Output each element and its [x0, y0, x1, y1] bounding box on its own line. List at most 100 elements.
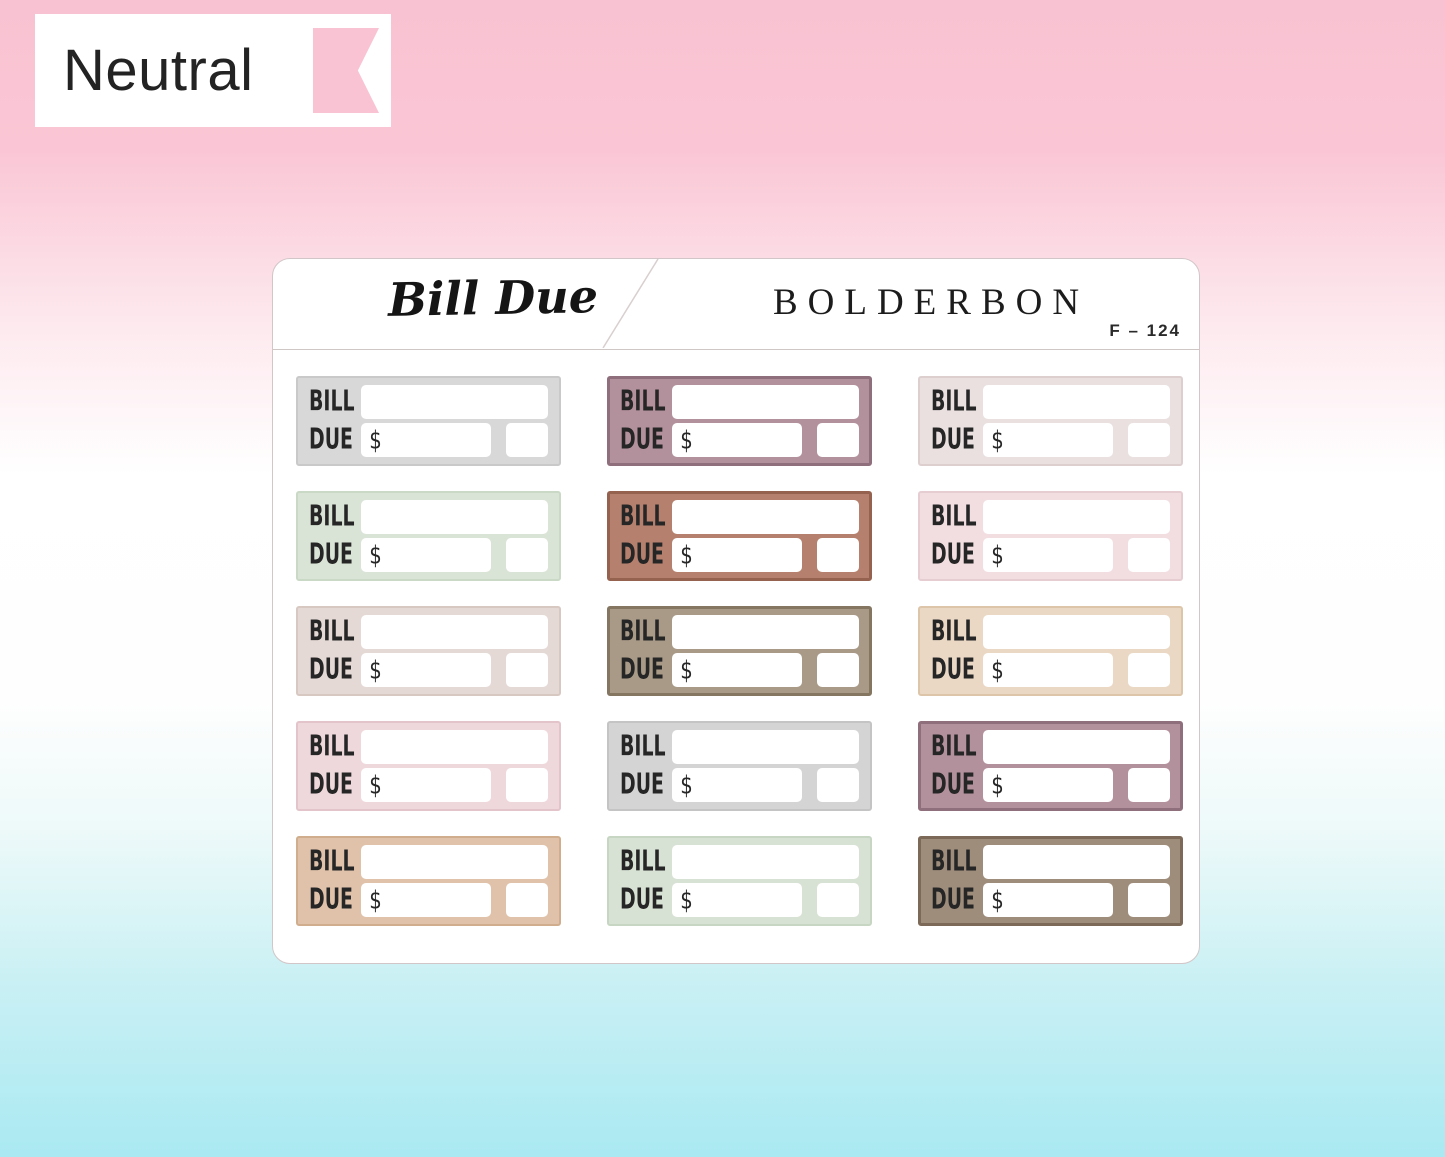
bill-row: BILL [931, 615, 1170, 649]
due-row: DUE $ [309, 883, 548, 917]
bill-due-sticker-pale-rose: BILL DUE $ [296, 721, 561, 811]
bill-name-box [361, 615, 548, 649]
due-label: DUE [309, 653, 353, 686]
due-label: DUE [620, 883, 664, 916]
bill-name-box [672, 615, 859, 649]
variant-flag: Neutral [35, 14, 391, 127]
bill-row: BILL [620, 385, 859, 419]
due-row: DUE $ [620, 538, 859, 572]
bill-due-sticker-pale-sage-2: BILL DUE $ [607, 836, 872, 926]
dollar-sign: $ [680, 885, 693, 915]
due-row: DUE $ [309, 423, 548, 457]
bill-label: BILL [620, 730, 666, 763]
due-amount-box: $ [983, 653, 1113, 687]
dollar-sign: $ [991, 425, 1004, 455]
dollar-sign: $ [680, 655, 693, 685]
due-row: DUE $ [309, 768, 548, 802]
bill-label: BILL [620, 845, 666, 878]
bill-label: BILL [931, 500, 977, 533]
bill-label: BILL [309, 615, 355, 648]
bill-row: BILL [620, 615, 859, 649]
bill-due-sticker-tan: BILL DUE $ [296, 836, 561, 926]
due-row: DUE $ [309, 538, 548, 572]
bill-label: BILL [620, 385, 666, 418]
due-label: DUE [931, 538, 975, 571]
due-amount-box: $ [983, 883, 1113, 917]
due-amount-box: $ [672, 538, 802, 572]
due-row: DUE $ [931, 423, 1170, 457]
bill-row: BILL [931, 385, 1170, 419]
bill-name-box [361, 845, 548, 879]
bill-name-box [983, 385, 1170, 419]
due-date-box [817, 538, 859, 572]
bill-row: BILL [931, 845, 1170, 879]
due-amount-box: $ [361, 538, 491, 572]
bill-name-box [361, 730, 548, 764]
bill-due-sticker-mauve: BILL DUE $ [607, 376, 872, 466]
bill-name-box [983, 845, 1170, 879]
due-label: DUE [309, 538, 353, 571]
bill-due-sticker-pale-pink: BILL DUE $ [918, 491, 1183, 581]
due-row: DUE $ [931, 883, 1170, 917]
due-label: DUE [931, 653, 975, 686]
due-amount-box: $ [672, 883, 802, 917]
due-row: DUE $ [620, 423, 859, 457]
due-date-box [506, 538, 548, 572]
bill-due-sticker-pale-blush: BILL DUE $ [918, 376, 1183, 466]
dollar-sign: $ [369, 425, 382, 455]
due-amount-box: $ [361, 653, 491, 687]
due-date-box [817, 768, 859, 802]
bill-label: BILL [620, 615, 666, 648]
bill-row: BILL [309, 615, 548, 649]
due-date-box [1128, 883, 1170, 917]
due-row: DUE $ [620, 883, 859, 917]
dollar-sign: $ [680, 770, 693, 800]
bill-due-sticker-pale-sage: BILL DUE $ [296, 491, 561, 581]
bill-name-box [672, 385, 859, 419]
sheet-title: Bill Due [387, 269, 599, 327]
due-amount-box: $ [361, 423, 491, 457]
due-date-box [1128, 538, 1170, 572]
due-date-box [506, 883, 548, 917]
dollar-sign: $ [369, 885, 382, 915]
due-label: DUE [309, 883, 353, 916]
due-row: DUE $ [931, 653, 1170, 687]
bill-name-box [361, 385, 548, 419]
bill-name-box [983, 615, 1170, 649]
bill-label: BILL [309, 730, 355, 763]
bill-due-sticker-light-gray-2: BILL DUE $ [607, 721, 872, 811]
due-amount-box: $ [983, 423, 1113, 457]
due-label: DUE [931, 768, 975, 801]
dollar-sign: $ [991, 770, 1004, 800]
dollar-sign: $ [991, 655, 1004, 685]
bill-row: BILL [620, 845, 859, 879]
brand-name: BOLDERBON [772, 282, 1090, 323]
bill-name-box [672, 845, 859, 879]
bill-label: BILL [931, 385, 977, 418]
due-amount-box: $ [672, 423, 802, 457]
due-date-box [1128, 653, 1170, 687]
bill-due-sticker-terracotta: BILL DUE $ [607, 491, 872, 581]
bill-row: BILL [931, 730, 1170, 764]
bill-label: BILL [309, 385, 355, 418]
due-date-box [817, 653, 859, 687]
bill-due-sticker-pale-taupe: BILL DUE $ [296, 606, 561, 696]
dollar-sign: $ [369, 655, 382, 685]
due-date-box [817, 423, 859, 457]
due-row: DUE $ [931, 768, 1170, 802]
sheet-header: Bill Due BOLDERBON F – 124 [273, 259, 1199, 350]
sticker-sheet: Bill Due BOLDERBON F – 124 BILL DUE $ BI… [272, 258, 1200, 964]
due-label: DUE [620, 538, 664, 571]
due-amount-box: $ [361, 883, 491, 917]
bill-name-box [672, 730, 859, 764]
variant-label: Neutral [63, 38, 254, 103]
bill-row: BILL [309, 385, 548, 419]
due-amount-box: $ [361, 768, 491, 802]
flag-pennant-icon [313, 28, 379, 113]
sku-code: F – 124 [1109, 321, 1181, 340]
bill-row: BILL [620, 500, 859, 534]
bill-label: BILL [931, 730, 977, 763]
bill-row: BILL [620, 730, 859, 764]
due-label: DUE [931, 423, 975, 456]
